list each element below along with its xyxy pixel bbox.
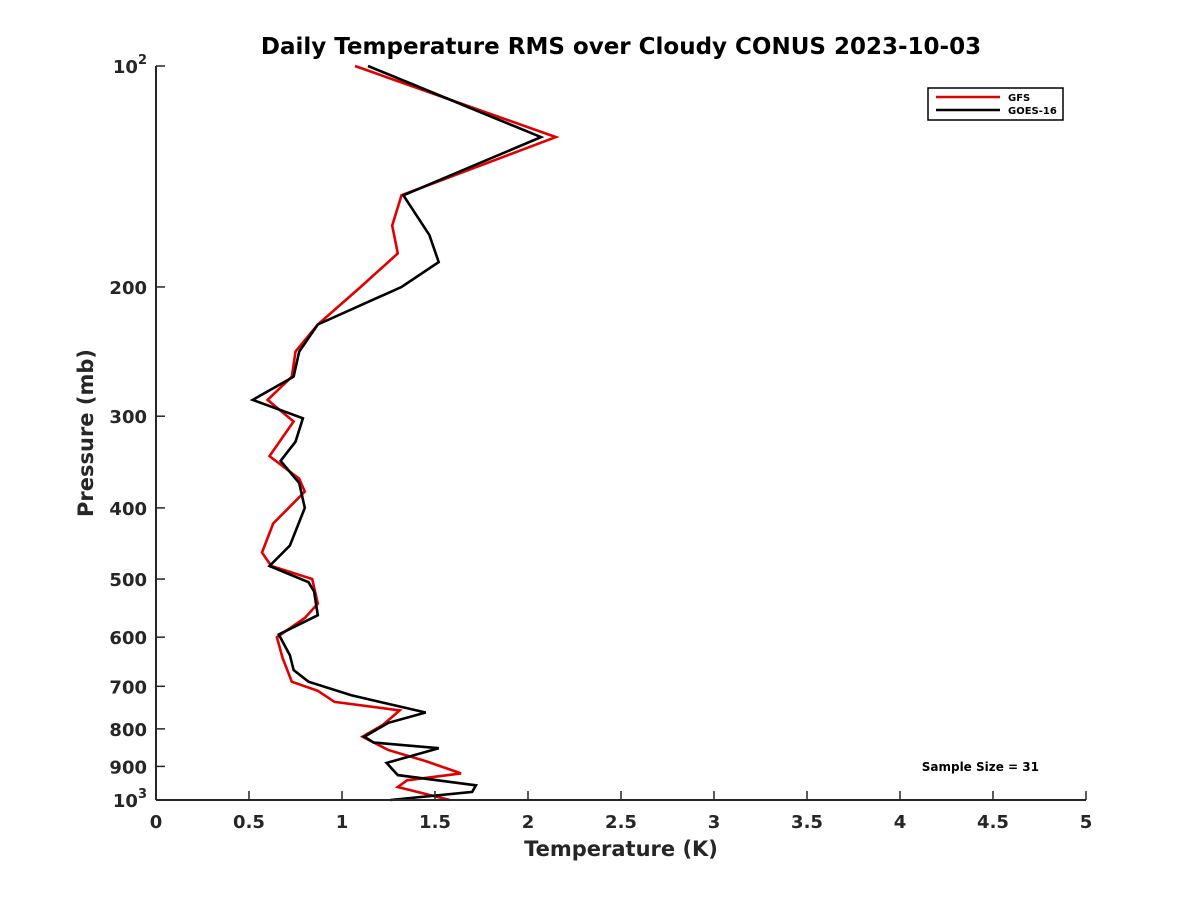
x-tick-label: 4.5 bbox=[977, 812, 1009, 833]
x-tick-label: 1 bbox=[336, 812, 349, 833]
series-layer bbox=[249, 64, 560, 802]
x-tick-label: 2 bbox=[522, 812, 535, 833]
y-tick-label: 800 bbox=[109, 720, 147, 741]
y-tick-label: 700 bbox=[109, 677, 147, 698]
x-tick-label: 5 bbox=[1080, 812, 1093, 833]
x-tick-label: 2.5 bbox=[605, 812, 637, 833]
legend: GFS GOES-16 bbox=[927, 87, 1064, 121]
x-tick-label: 4 bbox=[894, 812, 907, 833]
y-tick-label: 103 bbox=[113, 787, 147, 812]
x-axis-ticks: 0 0.5 1 1.5 2 2.5 3 3.5 4 4.5 5 bbox=[150, 791, 1093, 833]
chart-title: Daily Temperature RMS over Cloudy CONUS … bbox=[261, 34, 981, 60]
x-tick-label: 0.5 bbox=[233, 812, 265, 833]
y-axis-ticks: 102 200 300 400 500 600 700 800 900 103 bbox=[109, 53, 165, 812]
x-tick-label: 3.5 bbox=[791, 812, 823, 833]
series-line-goes-16 bbox=[249, 64, 545, 802]
y-tick-label: 900 bbox=[109, 757, 147, 778]
x-tick-label: 0 bbox=[150, 812, 163, 833]
y-tick-label: 200 bbox=[109, 278, 147, 299]
y-tick-label: 102 bbox=[113, 53, 147, 78]
y-tick-label: 500 bbox=[109, 570, 147, 591]
y-tick-label: 600 bbox=[109, 628, 147, 649]
legend-label-gfs: GFS bbox=[1008, 93, 1030, 104]
y-tick-label: 400 bbox=[109, 499, 147, 520]
sample-size-annotation: Sample Size = 31 bbox=[922, 760, 1039, 774]
x-axis-label: Temperature (K) bbox=[524, 837, 718, 861]
x-tick-label: 3 bbox=[708, 812, 721, 833]
y-axis-label: Pressure (mb) bbox=[74, 349, 98, 517]
x-tick-label: 1.5 bbox=[419, 812, 451, 833]
legend-box bbox=[927, 87, 1064, 121]
legend-label-goes-16: GOES-16 bbox=[1008, 106, 1057, 117]
y-tick-label: 300 bbox=[109, 407, 147, 428]
